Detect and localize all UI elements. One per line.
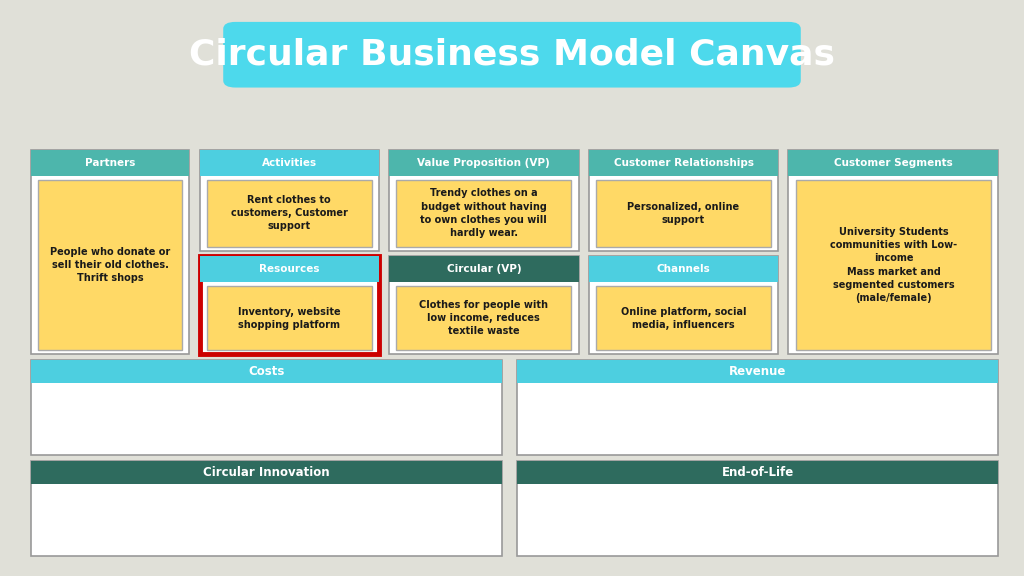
Bar [517, 461, 998, 484]
Bar [396, 286, 571, 350]
Bar [200, 256, 379, 282]
Bar [31, 360, 502, 455]
Bar [596, 180, 771, 247]
Text: Rent clothes to
customers, Customer
support: Rent clothes to customers, Customer supp… [230, 195, 348, 232]
Text: Circular Innovation: Circular Innovation [203, 466, 330, 479]
Bar [589, 150, 778, 176]
Text: Trendy clothes on a
budget without having
to own clothes you will
hardly wear.: Trendy clothes on a budget without havin… [421, 188, 547, 238]
Bar [389, 150, 579, 176]
Bar [517, 360, 998, 455]
Text: Circular Business Model Canvas: Circular Business Model Canvas [189, 37, 835, 72]
Text: Online platform, social
media, influencers: Online platform, social media, influence… [621, 306, 746, 330]
Bar [200, 256, 379, 354]
Text: Resources: Resources [259, 264, 319, 274]
Bar [200, 150, 379, 176]
FancyBboxPatch shape [223, 22, 801, 88]
Text: Clothes for people with
low income, reduces
textile waste: Clothes for people with low income, redu… [420, 300, 548, 336]
Bar [788, 150, 998, 176]
Text: Revenue: Revenue [729, 365, 786, 378]
Bar [31, 150, 189, 354]
Bar [396, 180, 571, 247]
Bar [207, 180, 372, 247]
Bar [207, 286, 372, 350]
Text: Partners: Partners [85, 158, 135, 168]
Bar [796, 180, 991, 350]
Text: University Students
communities with Low-
income
Mass market and
segmented custo: University Students communities with Low… [829, 227, 957, 303]
Bar [517, 360, 998, 383]
Text: End-of-Life: End-of-Life [722, 466, 794, 479]
Text: Customer Segments: Customer Segments [835, 158, 952, 168]
Text: Channels: Channels [656, 264, 711, 274]
Text: People who donate or
sell their old clothes.
Thrift shops: People who donate or sell their old clot… [50, 247, 170, 283]
Text: Personalized, online
support: Personalized, online support [628, 202, 739, 225]
Text: Costs: Costs [248, 365, 285, 378]
Bar [589, 256, 778, 282]
Bar [389, 150, 579, 251]
Bar [31, 461, 502, 484]
Bar [589, 256, 778, 354]
Text: Circular (VP): Circular (VP) [446, 264, 521, 274]
Bar [596, 286, 771, 350]
Text: Inventory, website
shopping platform: Inventory, website shopping platform [238, 306, 341, 330]
Bar [589, 150, 778, 251]
Text: Value Proposition (VP): Value Proposition (VP) [418, 158, 550, 168]
Bar [200, 150, 379, 251]
Bar [517, 461, 998, 556]
Bar [389, 256, 579, 354]
Bar [31, 360, 502, 383]
Bar [788, 150, 998, 354]
Bar [38, 180, 182, 350]
Bar [31, 150, 189, 176]
Bar [31, 461, 502, 556]
Text: Customer Relationships: Customer Relationships [613, 158, 754, 168]
Bar [389, 256, 579, 282]
Text: Activities: Activities [262, 158, 316, 168]
